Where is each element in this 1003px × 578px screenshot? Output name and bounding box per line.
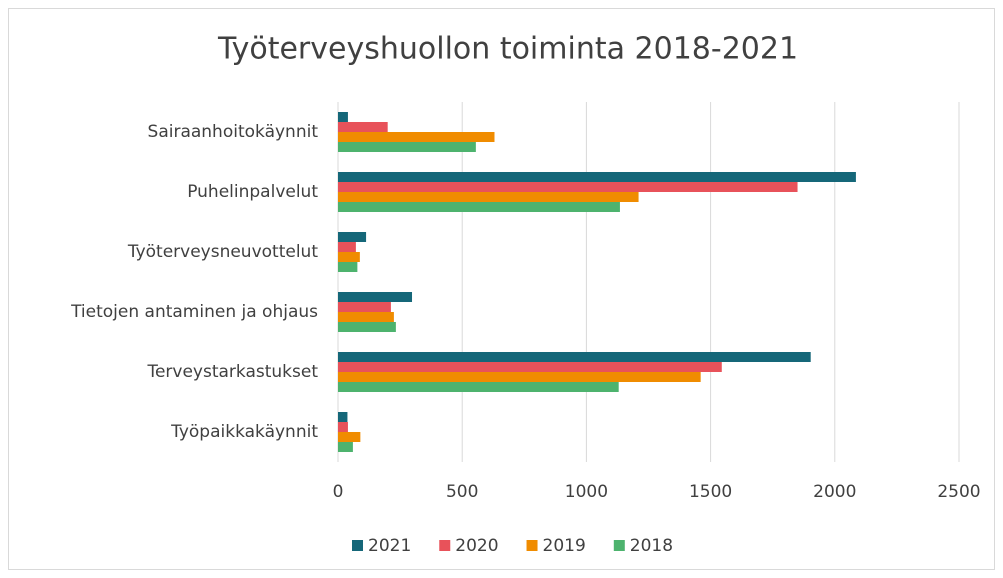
bar <box>338 442 353 452</box>
x-tick-label: 2000 <box>813 482 856 502</box>
bar <box>338 122 388 132</box>
y-tick-label: Tietojen antaminen ja ohjaus <box>70 302 318 322</box>
legend-swatch <box>352 540 363 551</box>
bar <box>338 432 361 442</box>
x-tick-label: 500 <box>446 482 478 502</box>
bar <box>338 382 619 392</box>
legend-label: 2019 <box>543 536 586 556</box>
y-tick-label: Työpaikkakäynnit <box>170 422 318 442</box>
x-tick-label: 0 <box>333 482 344 502</box>
bar <box>338 182 798 192</box>
legend-label: 2018 <box>630 536 673 556</box>
bar <box>338 202 620 212</box>
legend-label: 2020 <box>455 536 498 556</box>
bar <box>338 412 348 422</box>
bar <box>338 242 356 252</box>
y-tick-label: Puhelinpalvelut <box>187 182 318 202</box>
x-tick-label: 1000 <box>565 482 608 502</box>
bar <box>338 232 367 242</box>
bar <box>338 322 396 332</box>
chart-title: Työterveyshuollon toiminta 2018-2021 <box>217 32 798 67</box>
x-tick-label: 2500 <box>937 482 980 502</box>
bar <box>338 112 348 122</box>
bar <box>338 262 358 272</box>
y-tick-label: Työterveysneuvottelut <box>127 242 319 262</box>
legend-swatch <box>613 540 625 551</box>
bar <box>338 252 360 262</box>
bar <box>338 302 391 312</box>
bar <box>338 362 722 372</box>
bar <box>338 172 856 182</box>
y-tick-label: Sairaanhoitokäynnit <box>148 122 319 142</box>
bar <box>338 372 701 382</box>
legend-label: 2021 <box>368 536 411 556</box>
bar <box>338 312 394 322</box>
chart-border <box>8 8 995 570</box>
bar <box>338 292 413 302</box>
bar <box>338 192 639 202</box>
bar <box>338 142 476 152</box>
legend-swatch <box>526 540 538 551</box>
x-tick-label: 1500 <box>689 482 732 502</box>
bar <box>338 422 348 432</box>
y-tick-label: Terveystarkastukset <box>146 362 318 382</box>
legend-swatch <box>439 540 451 551</box>
bar <box>338 132 495 142</box>
bar <box>338 352 811 362</box>
